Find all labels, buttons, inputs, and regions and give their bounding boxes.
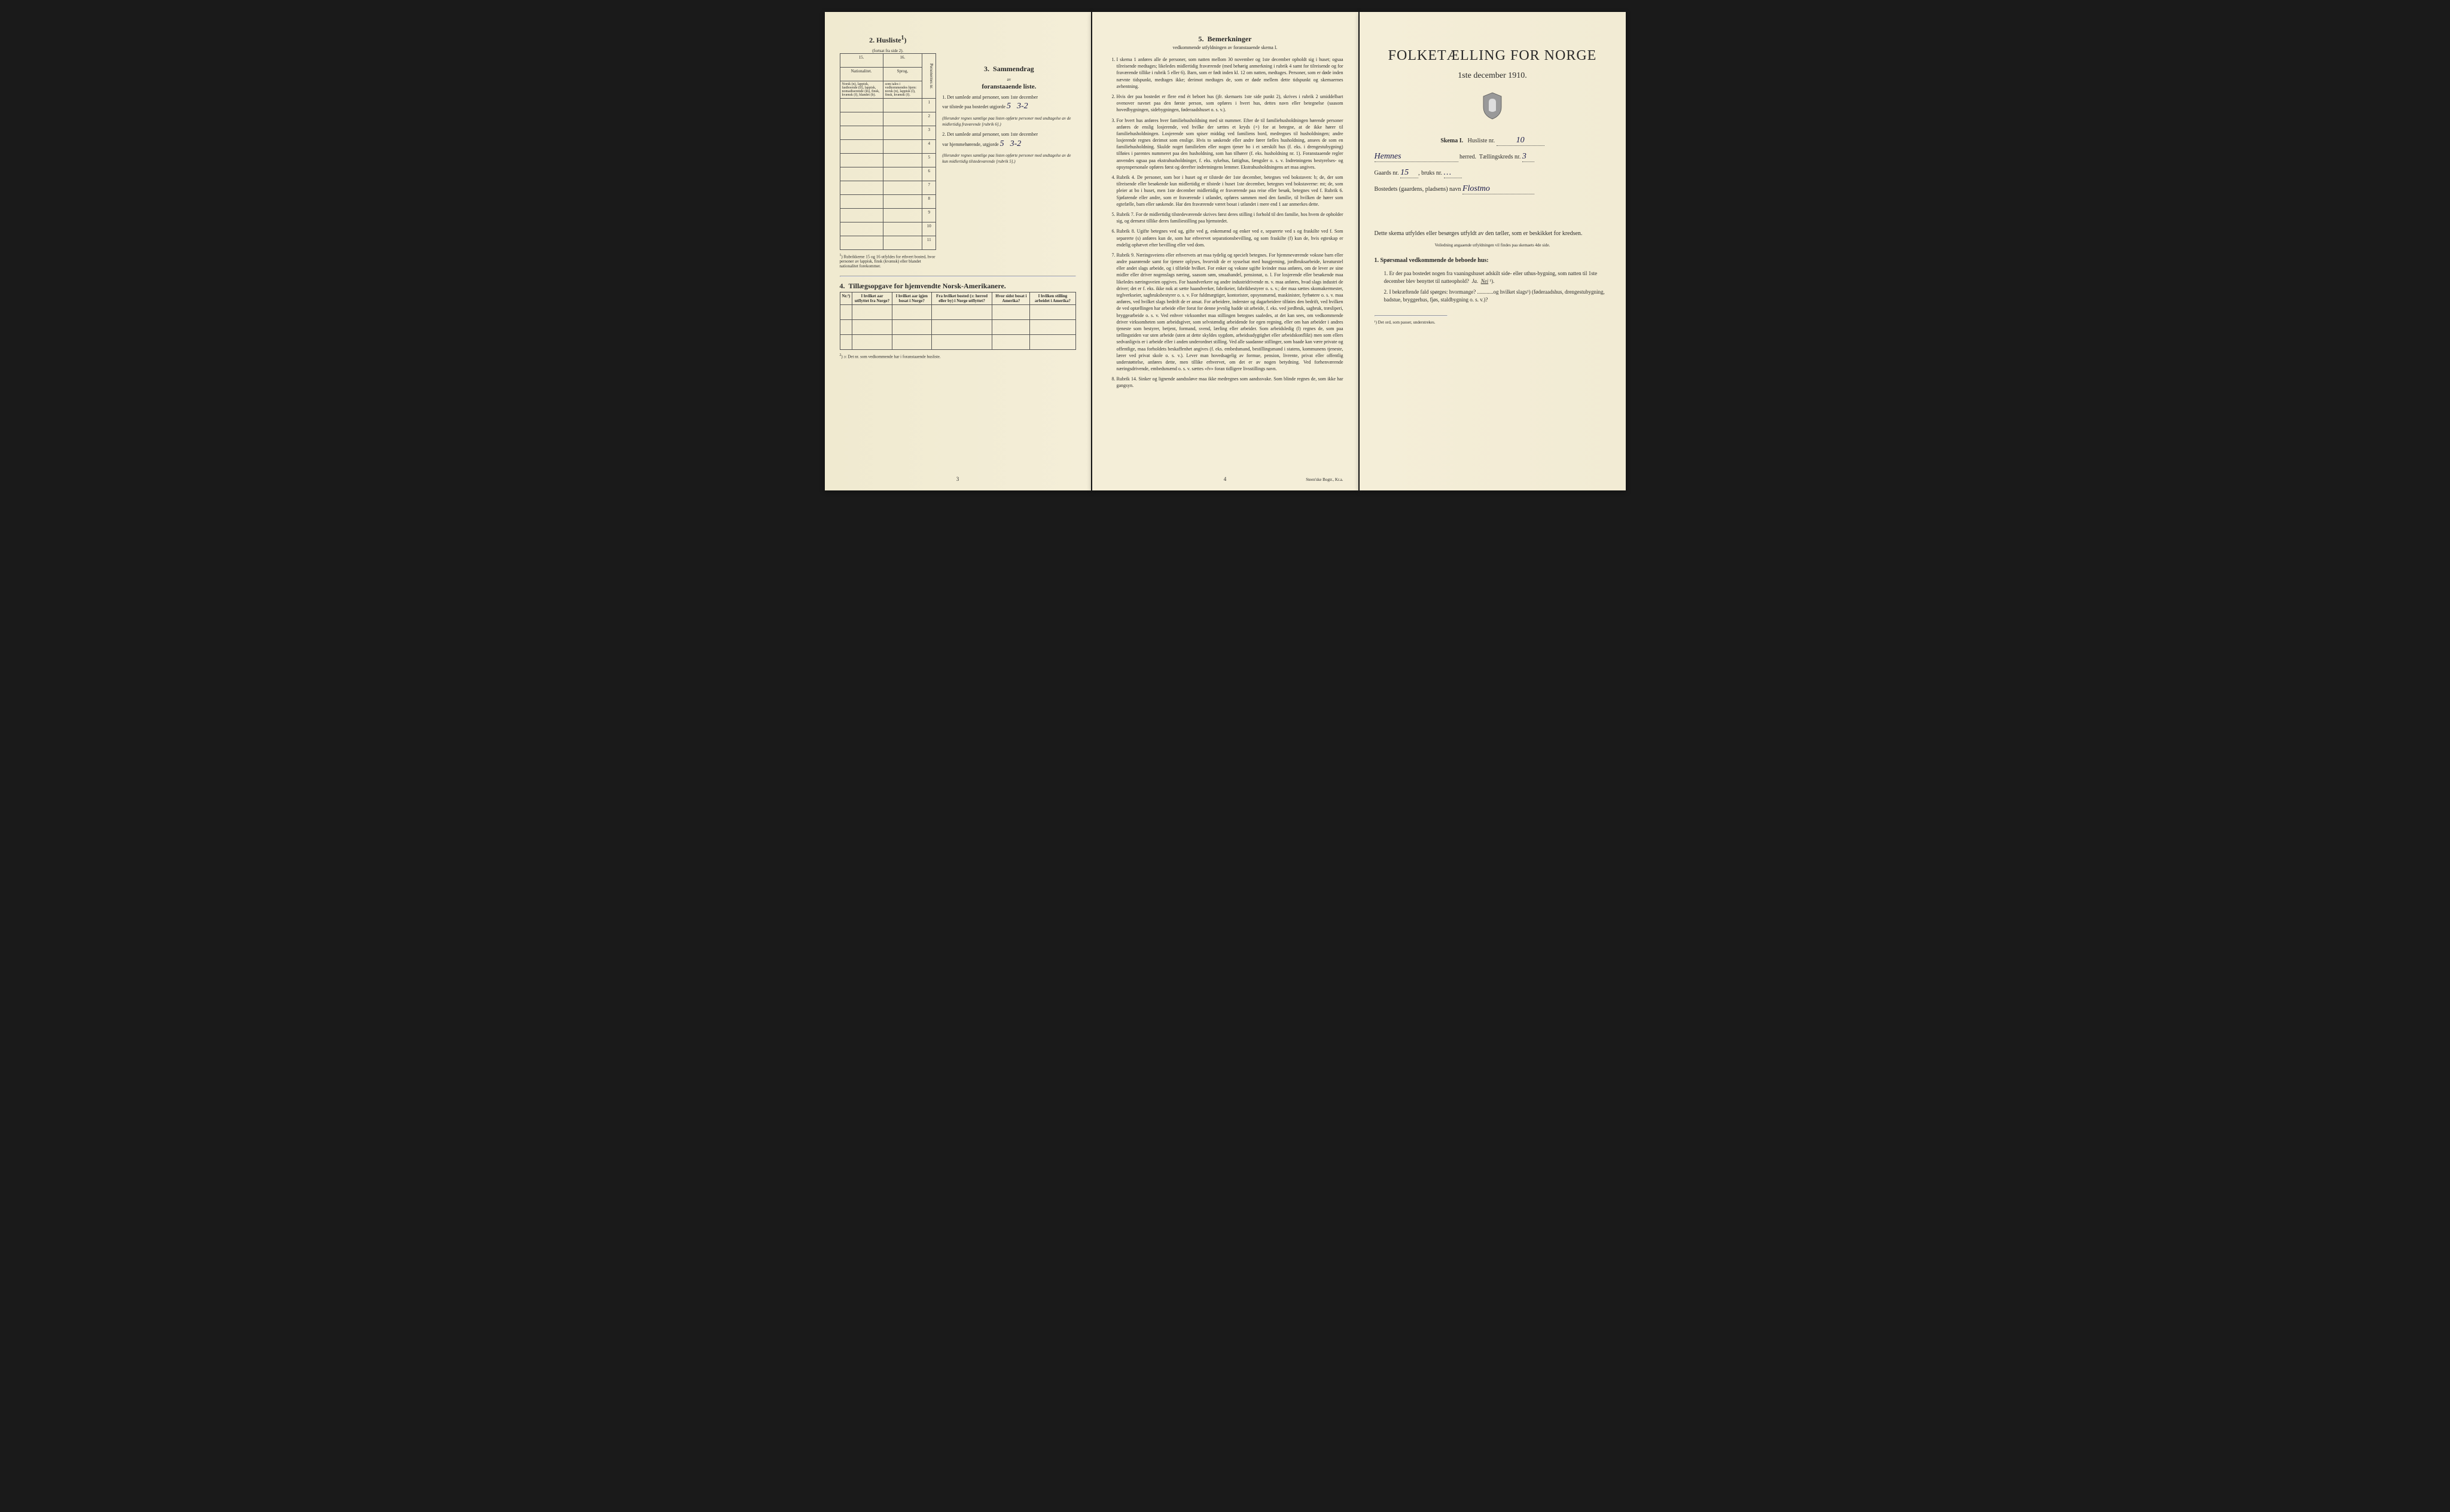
t4-col-stilling: I hvilken stilling arbeidet i Amerika? (1030, 292, 1075, 305)
section-3-sub2: foranstaaende liste. (942, 83, 1075, 90)
printer-note: Steen'ske Bogtr., Kr.a. (1306, 477, 1343, 482)
row-num: 10 (922, 222, 936, 236)
t4-col-bosat: I hvilket aar igjen bosat i Norge? (892, 292, 931, 305)
t4-col-nr: Nr.²) (840, 292, 852, 305)
row-num: 9 (922, 209, 936, 222)
bosted-line: Bostedets (gaardens, pladsens) navn Flos… (1375, 184, 1611, 194)
section-2-heading: 2. Husliste1) (840, 35, 937, 45)
norsk-amerikanere-table: Nr.²) I hvilket aar utflyttet fra Norge?… (840, 292, 1076, 350)
section-5-heading: 5. Bemerkninger (1107, 35, 1343, 44)
summary-item-2: 2. Det samlede antal personer, som 1ste … (942, 131, 1075, 164)
nationality-table: 15. 16. Personernes nr. Nationalitet. Sp… (840, 53, 937, 250)
question-2: 2. I bekræftende fald spørges: hvormange… (1384, 288, 1611, 303)
hjemmehorende-breakdown: 3-2 (1010, 139, 1022, 148)
skema-line: Skema I. Husliste nr. 10 (1375, 136, 1611, 146)
table-footnote: 1) Rubrikkerne 15 og 16 utfyldes for eth… (840, 254, 937, 269)
row-num: 2 (922, 112, 936, 126)
col-15-desc: Norsk (n), lappisk, fastboende (lf), lap… (840, 81, 883, 99)
bosted-name: Flostmo (1462, 184, 1534, 194)
remark-3: For hvert hus anføres hver familiehushol… (1117, 117, 1343, 171)
page-1-husliste: 2. Husliste1) (fortsat fra side 2). 15. … (825, 12, 1091, 490)
gaards-nr: 15 (1400, 168, 1418, 178)
husliste-nr: 10 (1497, 136, 1544, 146)
t4-col-bosted: Fra hvilket bosted (ɔ: herred eller by) … (931, 292, 992, 305)
bemerkninger-list: I skema 1 anføres alle de personer, som … (1107, 56, 1343, 389)
remark-7: Rubrik 9. Næringsveiens eller erhvervets… (1117, 252, 1343, 372)
intro-text: Dette skema utfyldes eller besørges utfy… (1375, 230, 1611, 237)
bruks-nr: … (1444, 168, 1462, 178)
col-16-desc: som tales i vedkommendes hjem: norsk (n)… (883, 81, 922, 99)
kreds-nr: 3 (1522, 152, 1534, 162)
row-num: 1 (922, 99, 936, 112)
t4-col-utflyttet: I hvilket aar utflyttet fra Norge? (852, 292, 892, 305)
hjemmehorende-count: 5 (1000, 139, 1004, 148)
section-5-sub: vedkommende utfyldningen av foranstaaend… (1107, 45, 1343, 50)
herred-line: Hemnes herred. Tællingskreds nr. 3 (1375, 152, 1611, 162)
husliste-continued: (fortsat fra side 2). (840, 48, 937, 53)
tilstede-breakdown: 3-2 (1017, 102, 1028, 111)
page-2-bemerkninger: 5. Bemerkninger vedkommende utfyldningen… (1092, 12, 1358, 490)
row-num: 7 (922, 181, 936, 195)
page-number: 3 (956, 476, 959, 482)
row-num: 11 (922, 236, 936, 250)
page-3-title: FOLKETÆLLING FOR NORGE 1ste december 191… (1360, 12, 1626, 490)
row-num: 8 (922, 195, 936, 209)
remark-4: Rubrik 4. De personer, som bor i huset o… (1117, 174, 1343, 208)
t4-col-amerika: Hvor sidst bosat i Amerika? (992, 292, 1030, 305)
col-16-num: 16. (883, 54, 922, 68)
page-number: 4 (1224, 476, 1227, 482)
remark-2: Hvis der paa bostedet er flere end ét be… (1117, 93, 1343, 114)
question-1: 1. Er der paa bostedet nogen fra vaaning… (1384, 270, 1611, 285)
row-num: 4 (922, 140, 936, 154)
questions-heading: 1. Spørsmaal vedkommende de beboede hus: (1375, 257, 1489, 264)
census-title: FOLKETÆLLING FOR NORGE (1375, 48, 1611, 64)
remark-8: Rubrik 14. Sinker og lignende aandssløve… (1117, 376, 1343, 389)
row-num: 6 (922, 167, 936, 181)
remark-1: I skema 1 anføres alle de personer, som … (1117, 56, 1343, 90)
col-person-nr: Personernes nr. (922, 54, 936, 99)
t4-footnote: 2) ɔ: Det nr. som vedkommende har i fora… (840, 353, 1076, 359)
section-3-sub: av (942, 77, 1075, 82)
tilstede-count: 5 (1007, 102, 1011, 111)
answer-nei-underlined: Nei (1481, 278, 1489, 284)
col-15-num: 15. (840, 54, 883, 68)
coat-of-arms-icon (1375, 92, 1611, 121)
census-date: 1ste december 1910. (1375, 71, 1611, 81)
gaards-line: Gaards nr. 15, bruks nr. … (1375, 168, 1611, 178)
summary-item-1: 1. Det samlede antal personer, som 1ste … (942, 94, 1075, 127)
section-4-heading: 4. Tillægsopgave for hjemvendte Norsk-Am… (840, 282, 1076, 291)
footnote-understrekes: ¹) Det ord, som passer, understrekes. (1375, 320, 1611, 325)
herred-name: Hemnes (1375, 152, 1458, 162)
row-num: 3 (922, 126, 936, 140)
col-15-label: Nationalitet. (840, 68, 883, 81)
col-16-label: Sprog, (883, 68, 922, 81)
remark-5: Rubrik 7. For de midlertidig tilstedevær… (1117, 211, 1343, 224)
intro-sub: Veiledning angaaende utfyldningen vil fi… (1375, 243, 1611, 248)
row-num: 5 (922, 154, 936, 167)
section-3-heading: 3. Sammendrag (942, 65, 1075, 74)
remark-6: Rubrik 8. Ugifte betegnes ved ug, gifte … (1117, 228, 1343, 248)
